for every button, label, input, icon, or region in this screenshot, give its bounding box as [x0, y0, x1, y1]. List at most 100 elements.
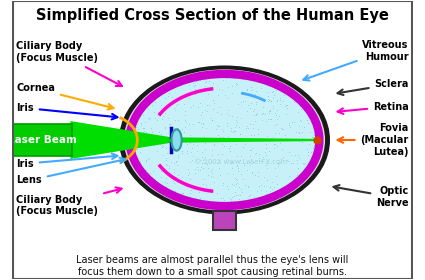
Point — [221, 143, 227, 148]
Point — [272, 123, 279, 127]
Point — [222, 75, 229, 80]
Point — [234, 169, 241, 173]
Point — [233, 182, 240, 186]
Point — [243, 124, 250, 129]
Point — [199, 125, 206, 129]
Point — [297, 118, 304, 123]
Point — [139, 109, 146, 113]
Point — [226, 113, 232, 118]
Point — [210, 107, 216, 111]
Point — [273, 174, 280, 178]
Point — [252, 101, 259, 106]
Point — [250, 107, 257, 111]
Point — [170, 134, 177, 138]
Point — [293, 173, 300, 178]
Point — [203, 103, 210, 107]
Point — [246, 160, 253, 164]
Point — [226, 144, 233, 149]
Point — [236, 132, 243, 136]
Point — [228, 74, 235, 79]
Point — [274, 164, 281, 168]
Point — [170, 177, 177, 182]
Point — [155, 109, 162, 114]
Point — [261, 112, 268, 116]
Point — [190, 81, 197, 85]
Point — [271, 142, 278, 146]
Point — [215, 151, 221, 156]
Point — [260, 111, 267, 115]
Point — [243, 109, 250, 114]
Point — [201, 135, 207, 139]
Point — [249, 169, 255, 174]
Point — [183, 184, 190, 188]
Point — [234, 164, 241, 169]
Point — [218, 112, 224, 116]
Point — [202, 183, 209, 187]
Point — [174, 134, 181, 139]
Point — [170, 181, 177, 185]
Point — [142, 120, 149, 124]
Point — [144, 157, 151, 161]
Point — [186, 171, 193, 176]
Point — [286, 121, 292, 125]
Point — [156, 136, 162, 140]
Point — [265, 99, 272, 104]
Point — [284, 103, 291, 108]
Point — [232, 193, 239, 197]
Point — [145, 107, 152, 112]
Point — [219, 127, 226, 131]
Point — [131, 121, 138, 125]
Point — [210, 142, 217, 146]
Point — [216, 135, 223, 139]
Point — [171, 167, 178, 172]
Point — [218, 152, 225, 157]
Point — [191, 171, 198, 176]
Point — [128, 140, 134, 145]
Point — [310, 146, 317, 150]
Point — [272, 113, 279, 118]
Point — [186, 77, 193, 82]
Point — [255, 151, 262, 156]
Point — [311, 143, 317, 148]
Point — [215, 158, 222, 163]
Point — [158, 143, 165, 148]
Point — [152, 116, 159, 120]
Point — [207, 186, 213, 190]
Point — [295, 152, 301, 157]
Point — [313, 150, 320, 154]
Text: Iris: Iris — [17, 103, 117, 119]
Point — [172, 177, 178, 181]
Point — [249, 122, 256, 126]
Point — [157, 132, 164, 136]
Point — [287, 153, 294, 158]
Point — [223, 184, 230, 188]
Point — [220, 198, 227, 203]
Point — [174, 125, 181, 130]
Point — [233, 178, 240, 182]
Point — [225, 108, 232, 112]
Point — [244, 88, 250, 92]
Point — [200, 158, 207, 162]
Point — [314, 136, 321, 140]
Point — [235, 193, 242, 198]
Point — [160, 143, 167, 148]
Point — [229, 83, 236, 88]
Point — [294, 160, 301, 165]
Point — [170, 179, 176, 184]
Point — [238, 172, 244, 176]
Point — [195, 190, 202, 195]
Point — [171, 191, 178, 196]
Point — [277, 95, 283, 100]
Point — [302, 161, 309, 165]
Point — [184, 142, 190, 146]
Point — [296, 130, 303, 134]
Point — [230, 172, 237, 176]
Point — [163, 181, 170, 186]
Point — [246, 192, 253, 197]
Point — [184, 149, 191, 153]
Point — [145, 116, 152, 121]
Point — [216, 166, 223, 170]
Point — [232, 129, 238, 134]
Point — [210, 98, 216, 102]
Point — [247, 133, 254, 137]
